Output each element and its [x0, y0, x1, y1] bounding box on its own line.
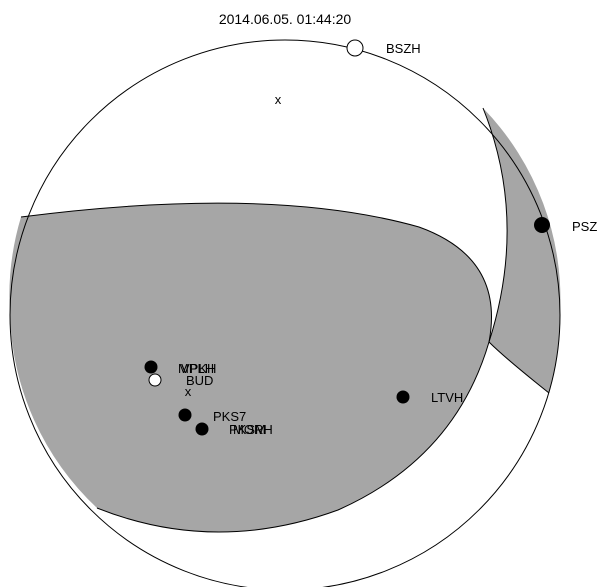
focal-sphere-outline — [9, 39, 561, 587]
station-psz: PSZ — [534, 217, 597, 234]
plot-title: 2014.06.05. 01:44:20 — [219, 11, 352, 27]
station-pksm: PKSM — [195, 422, 266, 437]
station-label: PKS7 — [213, 409, 246, 424]
station-label: BSZH — [386, 41, 421, 56]
dilatation-marker — [148, 373, 162, 387]
station-label: MORH — [233, 422, 273, 437]
compression-quadrant-left — [9, 203, 492, 533]
station-bszh: BSZH — [346, 39, 421, 57]
compression-quadrant-right — [483, 108, 561, 393]
station-ltvh: LTVH — [396, 390, 463, 405]
compression-marker — [534, 217, 550, 233]
compression-marker — [178, 408, 192, 422]
station-bud: BUD — [148, 373, 213, 388]
station-label: PKSM — [229, 422, 266, 437]
station-label: PSZ — [572, 219, 597, 234]
compression-marker — [396, 390, 410, 404]
station-morh: MORH — [233, 422, 273, 437]
compression-marker — [195, 422, 209, 436]
dilatation-marker — [346, 39, 364, 57]
station-pks7: PKS7 — [178, 408, 246, 424]
compression-marker — [144, 360, 158, 374]
nodal-plane-2 — [482, 107, 550, 394]
station-label: MPLH — [178, 361, 214, 376]
station-label: BUD — [186, 373, 213, 388]
station-mplh: MPLH — [144, 360, 214, 376]
station-label: VPKH — [181, 361, 216, 376]
p-axis-marker: x — [185, 384, 192, 399]
t-axis-marker: x — [275, 92, 282, 107]
station-vpkh: VPKH — [181, 361, 216, 376]
station-label: LTVH — [431, 390, 463, 405]
